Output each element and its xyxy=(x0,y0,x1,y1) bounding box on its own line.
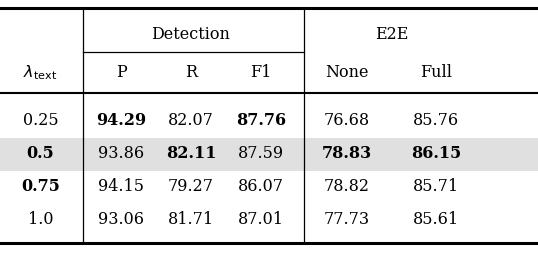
Text: 0.5: 0.5 xyxy=(26,145,54,162)
Text: R: R xyxy=(185,64,197,81)
Text: 87.59: 87.59 xyxy=(238,145,284,162)
Text: 79.27: 79.27 xyxy=(168,178,214,195)
Text: 93.06: 93.06 xyxy=(98,211,144,228)
Text: 94.15: 94.15 xyxy=(98,178,144,195)
Text: 76.68: 76.68 xyxy=(324,112,370,129)
Text: 85.71: 85.71 xyxy=(413,178,459,195)
Text: 85.76: 85.76 xyxy=(413,112,459,129)
Text: 1.0: 1.0 xyxy=(27,211,53,228)
Text: F1: F1 xyxy=(250,64,272,81)
Text: 86.15: 86.15 xyxy=(410,145,461,162)
Text: Full: Full xyxy=(420,64,452,81)
Bar xyxy=(0,138,538,171)
Text: 0.25: 0.25 xyxy=(23,112,58,129)
Text: 87.76: 87.76 xyxy=(236,112,286,129)
Text: 93.86: 93.86 xyxy=(98,145,144,162)
Text: 82.11: 82.11 xyxy=(166,145,216,162)
Text: P: P xyxy=(116,64,126,81)
Text: $\lambda_{\mathrm{text}}$: $\lambda_{\mathrm{text}}$ xyxy=(23,63,58,82)
Text: 78.82: 78.82 xyxy=(324,178,370,195)
Text: 77.73: 77.73 xyxy=(324,211,370,228)
Text: 81.71: 81.71 xyxy=(168,211,214,228)
Text: 86.07: 86.07 xyxy=(238,178,284,195)
Text: 0.75: 0.75 xyxy=(21,178,60,195)
Text: 94.29: 94.29 xyxy=(96,112,146,129)
Text: 78.83: 78.83 xyxy=(322,145,372,162)
Text: 85.61: 85.61 xyxy=(413,211,459,228)
Text: None: None xyxy=(325,64,369,81)
Text: 87.01: 87.01 xyxy=(238,211,284,228)
Text: E2E: E2E xyxy=(375,26,408,43)
Text: 82.07: 82.07 xyxy=(168,112,214,129)
Text: Detection: Detection xyxy=(152,26,230,43)
